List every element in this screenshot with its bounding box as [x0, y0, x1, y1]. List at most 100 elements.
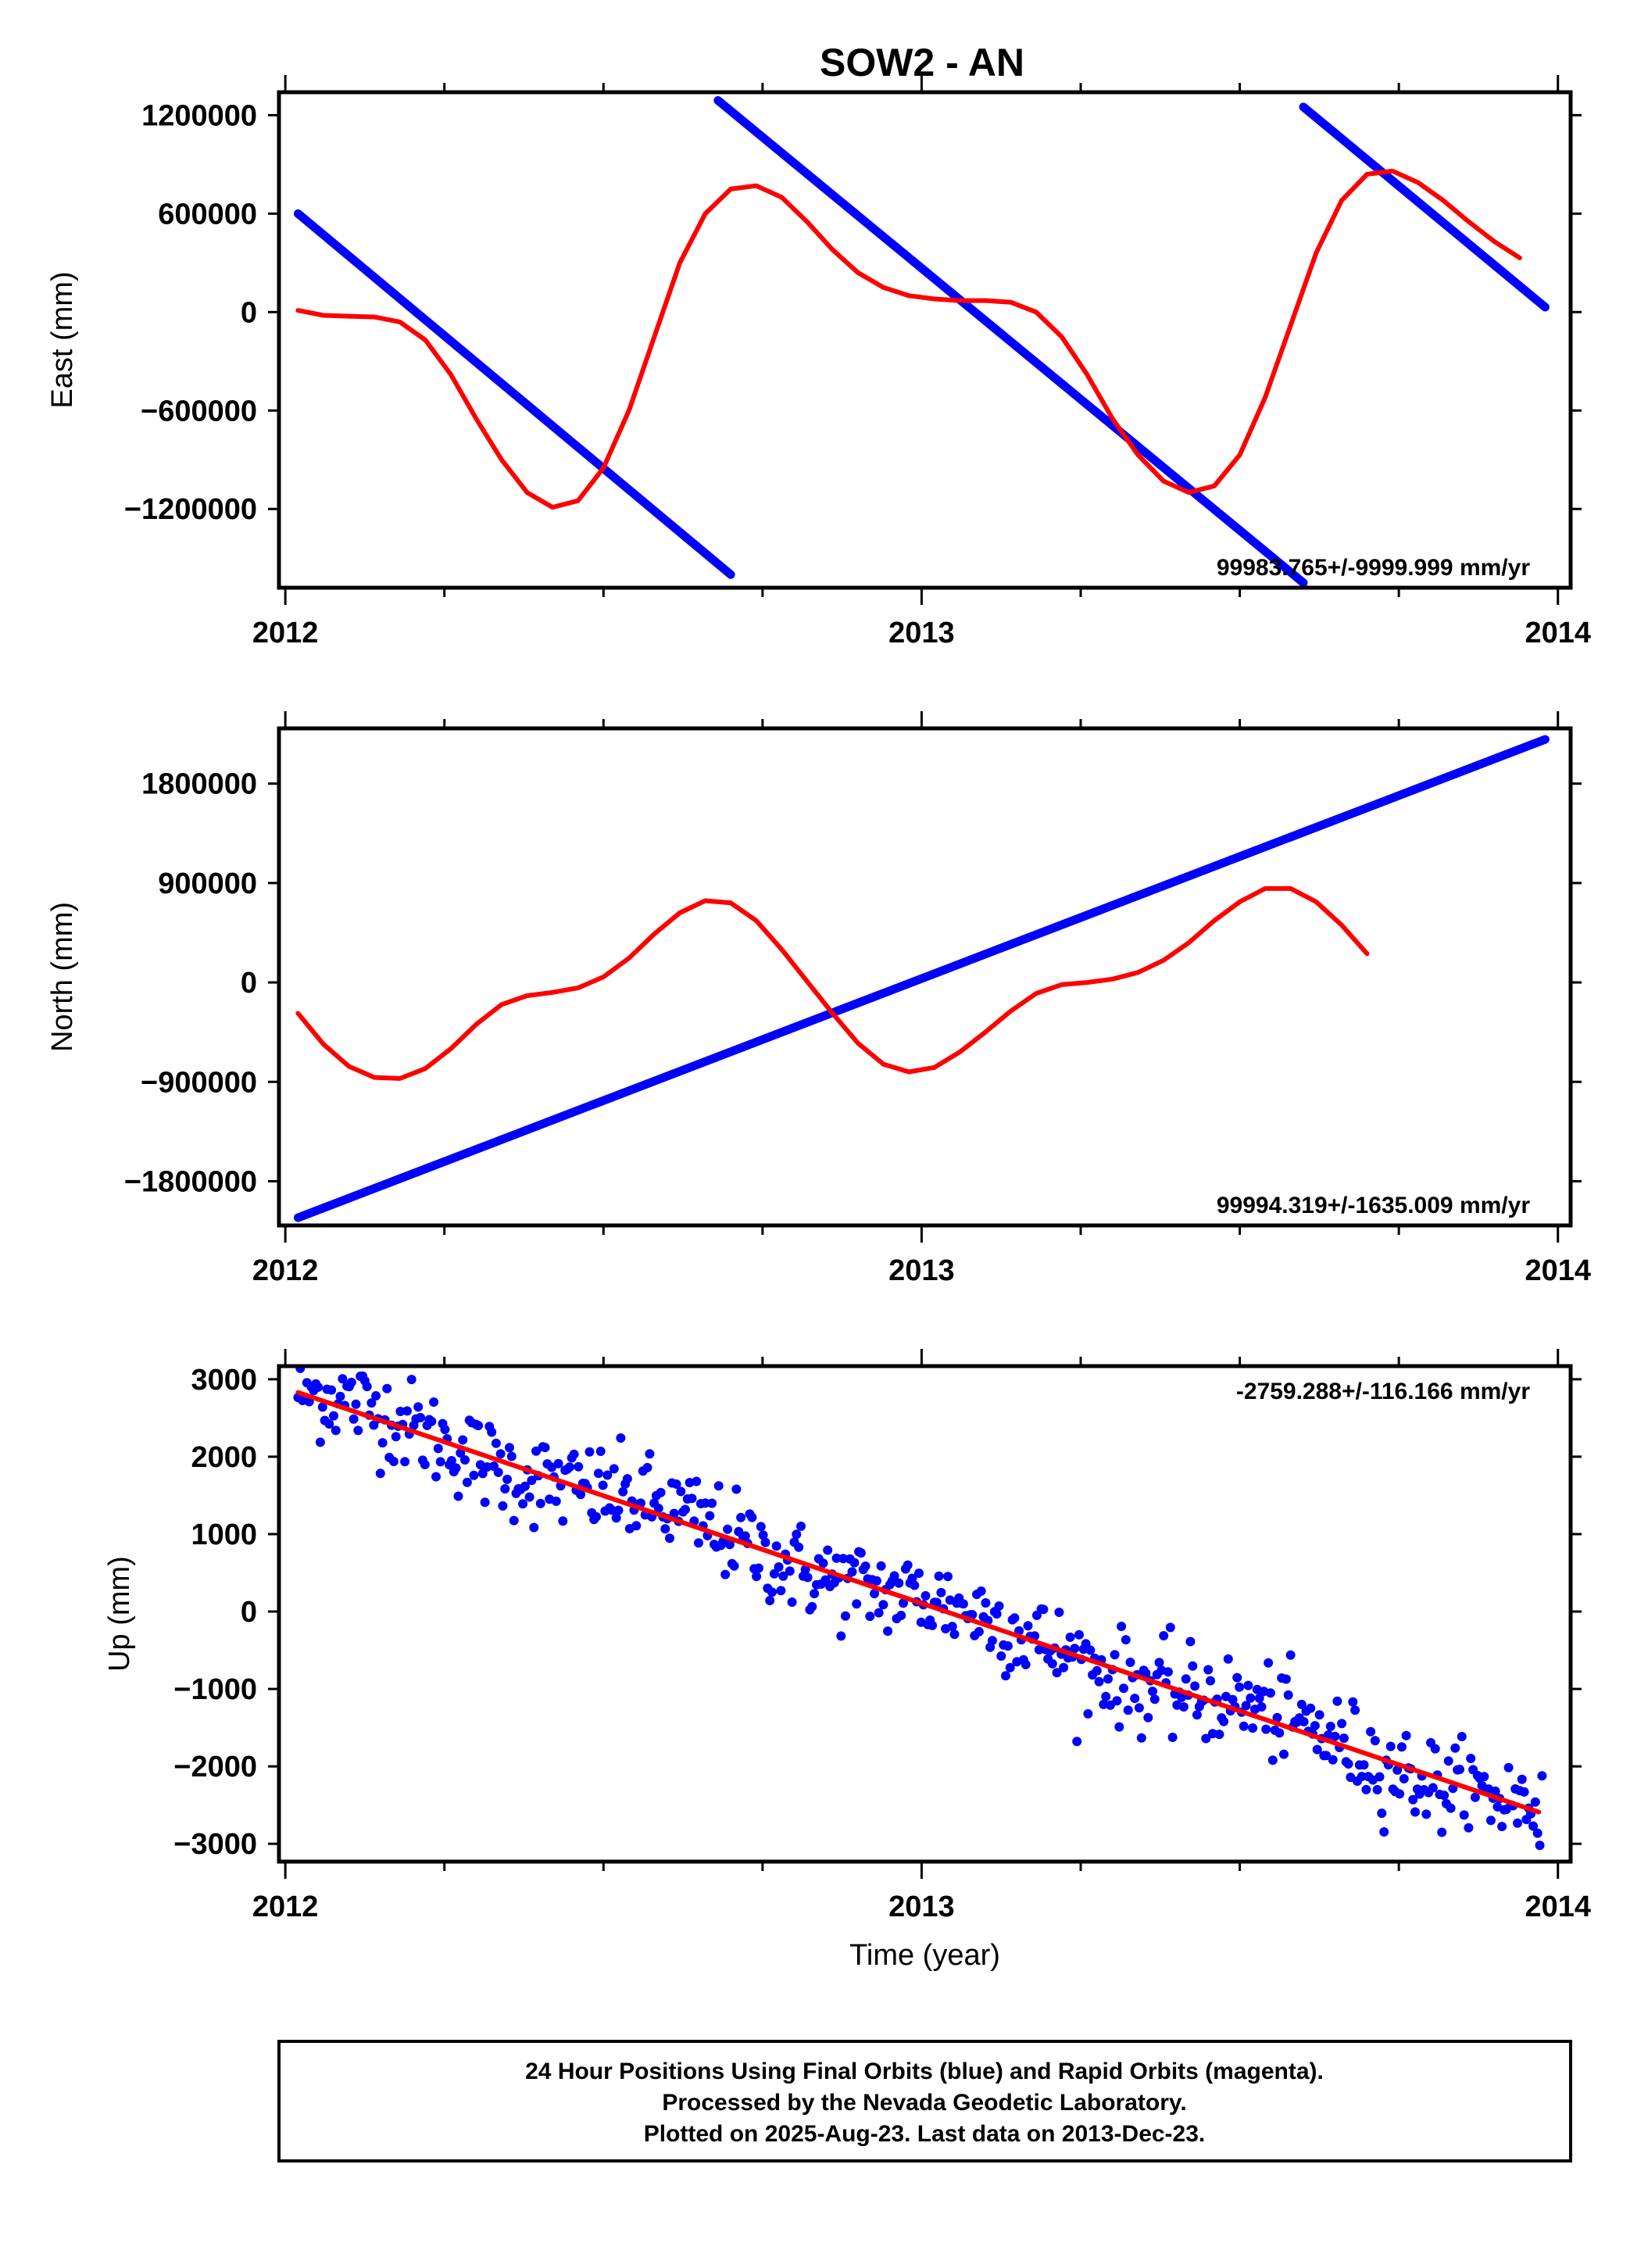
- up-data-point: [774, 1562, 784, 1572]
- up-data-point: [878, 1600, 888, 1610]
- up-data-point: [1267, 1755, 1278, 1765]
- up-data-point: [1375, 1772, 1385, 1782]
- up-data-point: [569, 1449, 579, 1459]
- up-data-point: [765, 1596, 775, 1605]
- up-data-point: [903, 1560, 913, 1570]
- up-data-point: [1450, 1743, 1460, 1753]
- north-panel: 1800000 900000 0 −900000 −1800000 2012 2013 201…: [46, 711, 1591, 1287]
- north-frame: [277, 726, 1573, 1228]
- up-ytick-label: 2000: [191, 1441, 257, 1474]
- up-data-point: [687, 1494, 697, 1504]
- up-data-point: [870, 1589, 879, 1599]
- up-data-point: [1052, 1668, 1062, 1678]
- up-data-point: [1121, 1635, 1131, 1645]
- north-series-group: [293, 735, 1550, 1222]
- up-data-point: [531, 1446, 542, 1456]
- up-data-point: [1366, 1726, 1376, 1737]
- up-data-point: [1001, 1671, 1010, 1681]
- up-data-point: [756, 1522, 766, 1532]
- up-data-point: [1437, 1827, 1447, 1837]
- up-data-point: [371, 1391, 381, 1401]
- up-data-point: [362, 1382, 372, 1392]
- up-data-point: [1114, 1722, 1124, 1732]
- up-data-point: [794, 1542, 804, 1552]
- up-data-point: [1065, 1632, 1075, 1642]
- up-data-point: [1094, 1676, 1104, 1687]
- east-model-line: [295, 168, 1522, 510]
- up-data-point: [865, 1612, 875, 1622]
- up-data-point: [1377, 1808, 1387, 1819]
- up-data-point: [1537, 1771, 1547, 1781]
- up-data-point: [491, 1438, 501, 1448]
- up-data-point: [1332, 1696, 1342, 1706]
- up-data-point: [1101, 1691, 1111, 1701]
- up-data-point: [366, 1398, 377, 1408]
- up-data-point: [631, 1521, 642, 1531]
- up-data-point: [498, 1501, 508, 1511]
- up-data-point: [723, 1524, 733, 1534]
- up-data-point: [520, 1481, 530, 1491]
- up-data-point: [914, 1569, 924, 1578]
- up-data-point: [823, 1545, 833, 1555]
- up-data-point: [1165, 1622, 1175, 1633]
- up-data-point: [1185, 1637, 1196, 1647]
- up-data-point: [416, 1412, 426, 1422]
- up-data-point: [700, 1498, 710, 1508]
- up-data-point: [1408, 1794, 1418, 1805]
- up-data-point: [1254, 1694, 1264, 1703]
- up-data-point: [502, 1474, 513, 1484]
- up-data-point: [1279, 1749, 1289, 1759]
- up-data-point: [934, 1571, 944, 1581]
- up-data-point: [462, 1477, 472, 1487]
- up-data-point: [1343, 1759, 1353, 1769]
- up-data-point: [974, 1626, 984, 1637]
- east-plot-area: 1200000 600000 0 −600000 −1200000 2012 2013 201…: [46, 75, 1591, 649]
- up-ytick-label: −1000: [173, 1673, 257, 1706]
- up-data-point: [1392, 1765, 1403, 1775]
- up-data-point: [584, 1447, 595, 1457]
- up-data-point: [487, 1427, 497, 1437]
- up-data-point: [493, 1467, 503, 1477]
- up-data-point: [1239, 1721, 1249, 1731]
- up-data-point: [535, 1498, 545, 1508]
- east-ytick-label: −600000: [141, 395, 257, 427]
- up-data-point: [1110, 1650, 1120, 1660]
- up-data-point: [1038, 1604, 1049, 1615]
- up-data-point: [317, 1402, 327, 1412]
- east-final-segment-1: [293, 209, 735, 579]
- up-data-point: [388, 1457, 399, 1466]
- up-data-point: [1310, 1721, 1320, 1731]
- up-data-point: [1235, 1682, 1245, 1692]
- up-data-point: [1201, 1733, 1211, 1744]
- up-data-point: [420, 1460, 430, 1469]
- up-data-point: [1070, 1644, 1080, 1654]
- up-data-point: [1337, 1719, 1347, 1729]
- up-data-point: [1379, 1827, 1389, 1837]
- up-data-point: [375, 1468, 385, 1479]
- up-data-point: [943, 1572, 953, 1582]
- up-data-point: [1530, 1797, 1540, 1807]
- up-series-group: [293, 1366, 1547, 1851]
- up-data-point: [1119, 1683, 1128, 1694]
- east-ytick-label: −1200000: [124, 493, 257, 526]
- up-data-point: [760, 1537, 770, 1547]
- up-data-point: [338, 1374, 348, 1384]
- up-data-point: [431, 1472, 441, 1482]
- up-data-point: [785, 1566, 795, 1576]
- up-data-point: [676, 1486, 686, 1497]
- up-data-point: [1306, 1703, 1316, 1713]
- up-data-point: [1490, 1786, 1500, 1796]
- up-data-point: [1130, 1694, 1140, 1704]
- up-data-point: [1228, 1694, 1238, 1705]
- up-data-point: [910, 1580, 920, 1590]
- up-data-point: [433, 1443, 443, 1454]
- up-data-point: [391, 1432, 401, 1442]
- up-data-point: [994, 1601, 1004, 1611]
- up-data-point: [936, 1587, 946, 1597]
- up-frame: [277, 1364, 1573, 1864]
- up-data-point: [1446, 1803, 1456, 1813]
- up-data-point: [899, 1598, 908, 1608]
- up-data-point: [1328, 1755, 1338, 1765]
- up-data-point: [1192, 1710, 1202, 1720]
- up-rate-label: -2759.288+/-116.166 mm/yr: [1236, 1379, 1530, 1404]
